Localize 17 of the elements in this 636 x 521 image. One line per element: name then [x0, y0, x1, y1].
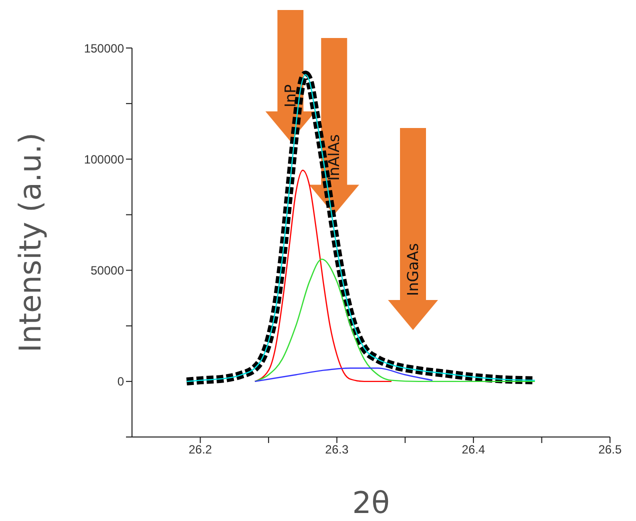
arrow-icon: InGaAs [388, 128, 438, 330]
x-tick-label: 26.5 [598, 442, 622, 457]
arrow-icon: InP [265, 10, 316, 142]
arrow-icon: InAlAs [309, 38, 360, 215]
x-tick-label: 26.3 [325, 442, 349, 457]
annotation: InAlAs [325, 134, 344, 181]
x-axis-title: 2θ [352, 486, 390, 521]
x-tick-label: 26.2 [188, 442, 212, 457]
x-tick-label: 26.4 [462, 442, 486, 457]
line-series [254, 367, 434, 382]
y-tick-label: 0 [117, 374, 124, 389]
y-tick-label: 150000 [84, 41, 124, 56]
y-axis-title: Intensity (a.u.) [14, 132, 49, 352]
y-tick-label: 50000 [90, 264, 124, 278]
annotation: InGaAs [404, 242, 422, 296]
y-tick-label: 100000 [84, 152, 124, 166]
annotation: InP [281, 84, 300, 108]
